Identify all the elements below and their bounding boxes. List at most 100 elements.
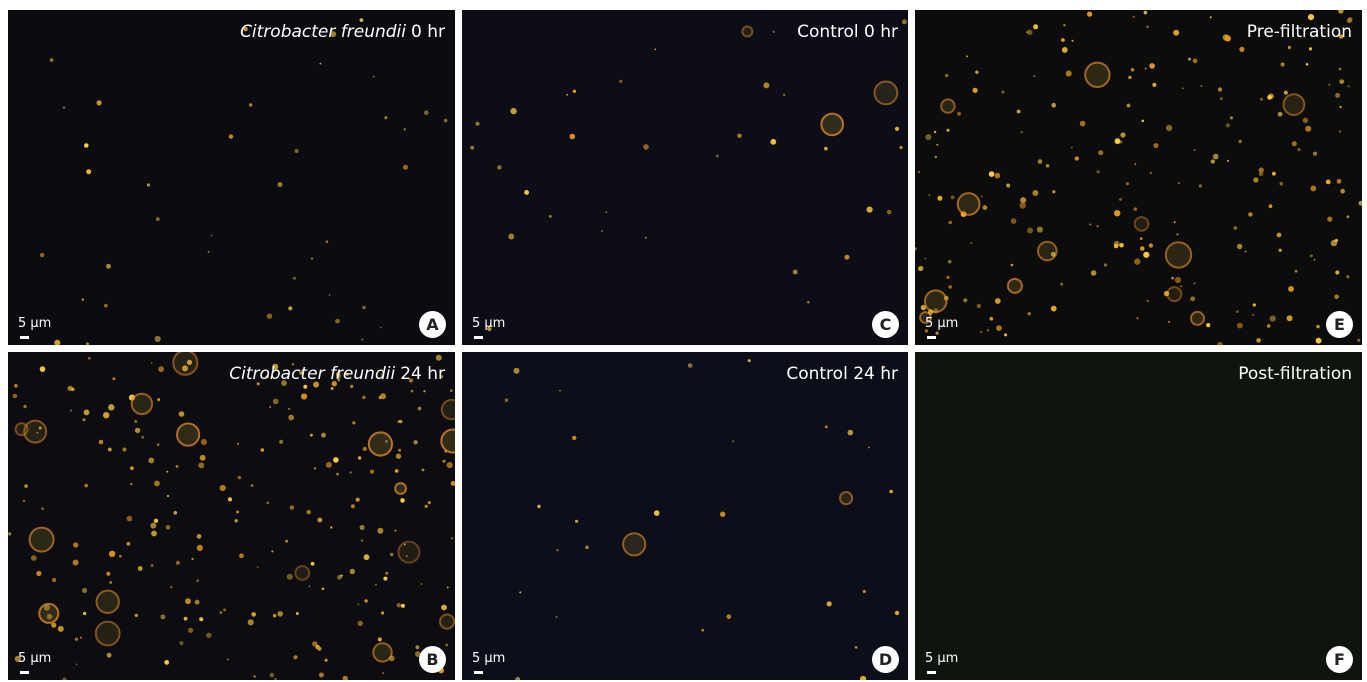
particle	[23, 500, 25, 502]
particle	[97, 591, 119, 613]
particle	[356, 498, 360, 502]
particle	[645, 237, 647, 239]
micrograph-panel: Citrobacter freundii0 hr5 μmA	[8, 10, 455, 345]
particle	[167, 495, 169, 497]
particle	[948, 285, 952, 289]
particle	[1357, 339, 1360, 342]
particle	[470, 146, 474, 150]
particle	[941, 99, 954, 112]
particle	[1061, 38, 1065, 42]
condition: Pre-filtration	[1247, 22, 1352, 42]
particle	[1211, 159, 1215, 163]
particle	[1309, 47, 1312, 50]
particle	[1190, 296, 1195, 301]
particle	[1280, 182, 1284, 186]
particle	[1140, 246, 1145, 251]
panel-title: Control 0 hr	[797, 22, 898, 42]
micrograph	[915, 10, 1362, 345]
particle	[106, 572, 110, 576]
particle	[1340, 106, 1342, 108]
particle	[24, 484, 28, 488]
particle	[390, 553, 394, 557]
particle	[1316, 338, 1322, 344]
particle	[557, 549, 559, 551]
particle	[235, 519, 238, 522]
particle	[51, 623, 56, 628]
micrograph	[462, 10, 908, 345]
particle	[1267, 95, 1272, 100]
particle	[1097, 225, 1099, 227]
panel-letter: B	[419, 646, 446, 673]
particle	[1175, 277, 1181, 283]
particle	[1008, 279, 1022, 293]
particle	[570, 134, 576, 140]
particle	[1340, 189, 1345, 194]
particle	[937, 196, 942, 201]
particle	[1334, 295, 1339, 300]
particle	[156, 217, 160, 221]
particle	[1006, 184, 1010, 188]
particle	[1288, 286, 1294, 292]
particle	[14, 384, 18, 388]
particle	[68, 386, 73, 391]
condition: 24 hr	[400, 364, 445, 384]
particle	[198, 462, 204, 468]
particle	[401, 604, 405, 608]
particle	[951, 196, 955, 200]
particle	[82, 588, 87, 593]
particle	[322, 588, 325, 591]
particle	[317, 518, 322, 523]
particle	[559, 390, 561, 392]
particle	[187, 360, 192, 365]
condition: Control 0 hr	[797, 22, 898, 42]
particle	[1046, 164, 1050, 168]
particle	[362, 396, 366, 400]
particle	[1145, 68, 1147, 70]
particle	[963, 298, 967, 302]
particle	[508, 234, 514, 240]
particle	[1210, 16, 1212, 18]
particle	[1314, 259, 1316, 261]
particle	[1026, 31, 1028, 33]
particle	[239, 553, 244, 558]
particle	[361, 540, 363, 542]
particle	[688, 363, 693, 368]
particle	[987, 329, 989, 331]
particle	[395, 483, 406, 494]
micrograph-panel: Control 24 hr5 μmD	[462, 352, 908, 680]
panel-letter: F	[1326, 646, 1353, 673]
particle	[1033, 24, 1038, 29]
particle	[807, 301, 809, 303]
particle	[1284, 91, 1288, 95]
particle	[150, 523, 156, 529]
particle	[404, 128, 406, 130]
particle	[925, 134, 931, 140]
particle	[929, 194, 931, 196]
particle	[293, 277, 296, 280]
particle	[40, 366, 46, 372]
particle	[135, 428, 140, 433]
particle	[360, 525, 365, 530]
particle	[86, 342, 89, 345]
particle	[441, 605, 447, 611]
particle	[251, 612, 256, 617]
particle	[321, 433, 326, 438]
particle	[320, 63, 322, 65]
particle	[350, 385, 353, 388]
particle	[197, 534, 202, 539]
particle	[1104, 263, 1107, 266]
particle	[770, 139, 776, 145]
particle	[827, 601, 832, 606]
particle	[37, 432, 39, 434]
particle	[1150, 172, 1152, 174]
particle	[575, 520, 578, 523]
particle	[352, 421, 355, 424]
particle	[1237, 244, 1242, 249]
particle	[1134, 258, 1140, 264]
particle	[166, 471, 168, 473]
particle	[918, 171, 920, 173]
particle	[948, 221, 952, 225]
particle	[450, 389, 453, 392]
particle	[1188, 58, 1191, 61]
